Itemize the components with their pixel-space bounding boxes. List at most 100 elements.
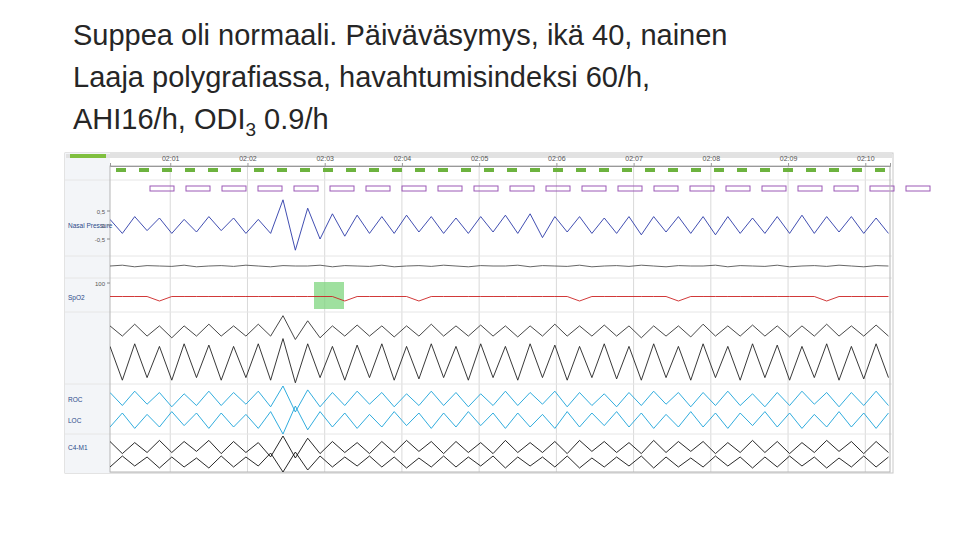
stage-marker [737, 168, 747, 172]
row-separator [65, 256, 893, 257]
x-tick-label: 02:01 [162, 155, 180, 162]
stage-marker [530, 168, 540, 172]
trace [110, 386, 888, 412]
title-line: Suppea oli normaali. Päiväväsymys, ikä 4… [73, 19, 727, 51]
x-tick-mark [711, 163, 712, 166]
annotations-row [116, 168, 930, 309]
stage-marker [461, 168, 471, 172]
x-tick: 02:01 [162, 155, 180, 166]
trace [110, 200, 888, 250]
x-tick-label: 02:06 [548, 155, 566, 162]
plot-frame [110, 166, 890, 472]
event-marker [726, 186, 750, 191]
x-tick-label: 02:09 [780, 155, 798, 162]
stage-marker [829, 168, 839, 172]
event-marker [546, 186, 570, 191]
channel-label: C4-M1 [68, 444, 88, 451]
x-tick-mark [479, 163, 480, 166]
stage-marker [599, 168, 609, 172]
x-tick-mark [556, 163, 557, 166]
event-marker [510, 186, 534, 191]
event-marker [798, 186, 822, 191]
y-tick-mark [107, 225, 110, 226]
x-tick: 02:10 [857, 155, 875, 166]
event-marker [834, 186, 858, 191]
subscript: 3 [245, 119, 256, 140]
recording: 02:0102:0202:0302:0402:0502:0602:0702:08… [65, 153, 930, 473]
trace [110, 452, 888, 472]
stage-marker [760, 168, 770, 172]
stage-marker [323, 168, 333, 172]
x-tick: 02:07 [625, 155, 643, 166]
title: Suppea oli normaali. Päiväväsymys, ikä 4… [73, 19, 727, 140]
stage-marker [645, 168, 655, 172]
x-axis-line [111, 163, 891, 167]
event-marker [330, 186, 354, 191]
y-tick-mark [107, 239, 110, 240]
y-tick-mark [107, 283, 110, 284]
stage-marker [231, 168, 241, 172]
background [0, 0, 960, 540]
stage-marker [415, 168, 425, 172]
event-marker [294, 186, 318, 191]
x-tick-label: 02:05 [471, 155, 489, 162]
stage-marker [185, 168, 195, 172]
x-tick-mark [402, 163, 403, 166]
stage-marker [484, 168, 494, 172]
stage-marker [714, 168, 724, 172]
event-marker [150, 186, 174, 191]
stage-marker [116, 168, 126, 172]
x-tick: 02:08 [703, 155, 721, 166]
channel-label: Nasal Pressure [68, 222, 113, 229]
event-marker [654, 186, 678, 191]
grid-line [710, 166, 711, 472]
y-tick-mark [107, 211, 110, 212]
channel-label: LOC [68, 417, 82, 424]
x-axis: 02:0102:0202:0302:0402:0502:0602:0702:08… [111, 155, 891, 166]
title-line: AHI16/h, ODI3 0.9/h [73, 103, 329, 140]
trace [110, 297, 888, 302]
trace [110, 406, 888, 434]
grid-line [401, 166, 402, 472]
grid-line [788, 166, 789, 472]
stage-marker [139, 168, 149, 172]
row-separator [65, 180, 893, 181]
row-separators [65, 180, 893, 434]
grid-line [170, 166, 171, 472]
y-tick-label: -0,5 [95, 237, 106, 243]
event-marker [438, 186, 462, 191]
grid-line [324, 166, 325, 472]
grid [170, 166, 865, 472]
x-tick: 02:04 [394, 155, 412, 166]
grid-line [633, 166, 634, 472]
row-separator [65, 278, 893, 279]
stage-marker [438, 168, 448, 172]
channel-label-column [65, 153, 110, 473]
title-text: AHI16/h, ODI [73, 103, 245, 135]
header-marker [70, 154, 106, 158]
event-marker [222, 186, 246, 191]
stage-marker [208, 168, 218, 172]
channel-label: SpO2 [68, 294, 85, 302]
stage-marker [691, 168, 701, 172]
x-tick-label: 02:07 [625, 155, 643, 162]
x-tick-mark [634, 163, 635, 166]
stage-marker [622, 168, 632, 172]
stage-marker [783, 168, 793, 172]
channel-labels: Nasal Pressure0,50-0,5SpO2100ROCLOCC4-M1 [68, 209, 113, 452]
stage-marker [668, 168, 678, 172]
event-marker [906, 186, 930, 191]
y-tick-label: 0 [102, 223, 106, 229]
event-marker [186, 186, 210, 191]
x-tick: 02:05 [471, 155, 489, 166]
row-separator [65, 434, 893, 435]
trace [110, 316, 888, 340]
x-tick-mark [865, 163, 866, 166]
event-highlight [314, 282, 344, 309]
slide: Suppea oli normaali. Päiväväsymys, ikä 4… [0, 0, 960, 540]
row-separator [65, 384, 893, 385]
event-marker [402, 186, 426, 191]
trace [110, 265, 888, 267]
x-tick-mark [788, 163, 789, 166]
stage-marker [553, 168, 563, 172]
